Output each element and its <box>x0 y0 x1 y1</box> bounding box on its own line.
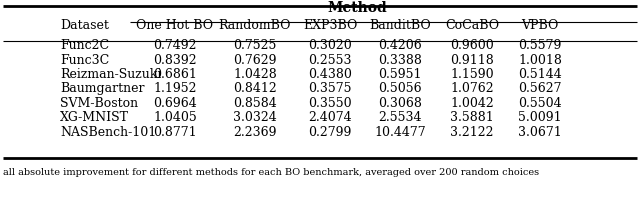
Text: 0.3068: 0.3068 <box>378 96 422 110</box>
Text: 0.8584: 0.8584 <box>233 96 277 110</box>
Text: 0.8771: 0.8771 <box>153 125 197 138</box>
Text: SVM-Boston: SVM-Boston <box>60 96 138 110</box>
Text: 0.3388: 0.3388 <box>378 53 422 66</box>
Text: 0.7629: 0.7629 <box>233 53 276 66</box>
Text: 3.0324: 3.0324 <box>233 111 277 124</box>
Text: 0.4206: 0.4206 <box>378 39 422 52</box>
Text: 0.6861: 0.6861 <box>153 68 197 81</box>
Text: XG-MNIST: XG-MNIST <box>60 111 129 124</box>
Text: NASBench-101: NASBench-101 <box>60 125 156 138</box>
Text: Method: Method <box>328 1 387 15</box>
Text: 10.4477: 10.4477 <box>374 125 426 138</box>
Text: 1.0042: 1.0042 <box>450 96 494 110</box>
Text: 3.2122: 3.2122 <box>451 125 493 138</box>
Text: 0.7525: 0.7525 <box>234 39 276 52</box>
Text: 5.0091: 5.0091 <box>518 111 562 124</box>
Text: 0.5056: 0.5056 <box>378 82 422 95</box>
Text: 1.0428: 1.0428 <box>233 68 277 81</box>
Text: 3.0671: 3.0671 <box>518 125 562 138</box>
Text: VPBO: VPBO <box>522 19 559 32</box>
Text: 1.0018: 1.0018 <box>518 53 562 66</box>
Text: 0.8392: 0.8392 <box>153 53 197 66</box>
Text: CoCaBO: CoCaBO <box>445 19 499 32</box>
Text: 0.3575: 0.3575 <box>308 82 352 95</box>
Text: all absolute improvement for different methods for each BO benchmark, averaged o: all absolute improvement for different m… <box>3 167 539 176</box>
Text: 2.4074: 2.4074 <box>308 111 352 124</box>
Text: 0.2553: 0.2553 <box>308 53 352 66</box>
Text: Baumgartner: Baumgartner <box>60 82 145 95</box>
Text: 0.5504: 0.5504 <box>518 96 562 110</box>
Text: 0.5144: 0.5144 <box>518 68 562 81</box>
Text: 0.9118: 0.9118 <box>450 53 494 66</box>
Text: 0.2799: 0.2799 <box>308 125 352 138</box>
Text: 1.1590: 1.1590 <box>450 68 494 81</box>
Text: EXP3BO: EXP3BO <box>303 19 357 32</box>
Text: 0.5951: 0.5951 <box>378 68 422 81</box>
Text: Dataset: Dataset <box>60 19 109 32</box>
Text: 1.0762: 1.0762 <box>450 82 494 95</box>
Text: 0.5579: 0.5579 <box>518 39 562 52</box>
Text: Reizman-Suzuki: Reizman-Suzuki <box>60 68 161 81</box>
Text: Func2C: Func2C <box>60 39 109 52</box>
Text: 0.8412: 0.8412 <box>233 82 277 95</box>
Text: 0.5627: 0.5627 <box>518 82 562 95</box>
Text: 2.2369: 2.2369 <box>233 125 276 138</box>
Text: Func3C: Func3C <box>60 53 109 66</box>
Text: 0.6964: 0.6964 <box>153 96 197 110</box>
Text: 2.5534: 2.5534 <box>378 111 422 124</box>
Text: 0.3020: 0.3020 <box>308 39 352 52</box>
Text: 0.9600: 0.9600 <box>450 39 494 52</box>
Text: BanditBO: BanditBO <box>369 19 431 32</box>
Text: One Hot BO: One Hot BO <box>136 19 214 32</box>
Text: 1.0405: 1.0405 <box>153 111 197 124</box>
Text: 0.4380: 0.4380 <box>308 68 352 81</box>
Text: RandomBO: RandomBO <box>219 19 291 32</box>
Text: 0.3550: 0.3550 <box>308 96 352 110</box>
Text: 1.1952: 1.1952 <box>153 82 196 95</box>
Text: 0.7492: 0.7492 <box>153 39 196 52</box>
Text: 3.5881: 3.5881 <box>450 111 494 124</box>
